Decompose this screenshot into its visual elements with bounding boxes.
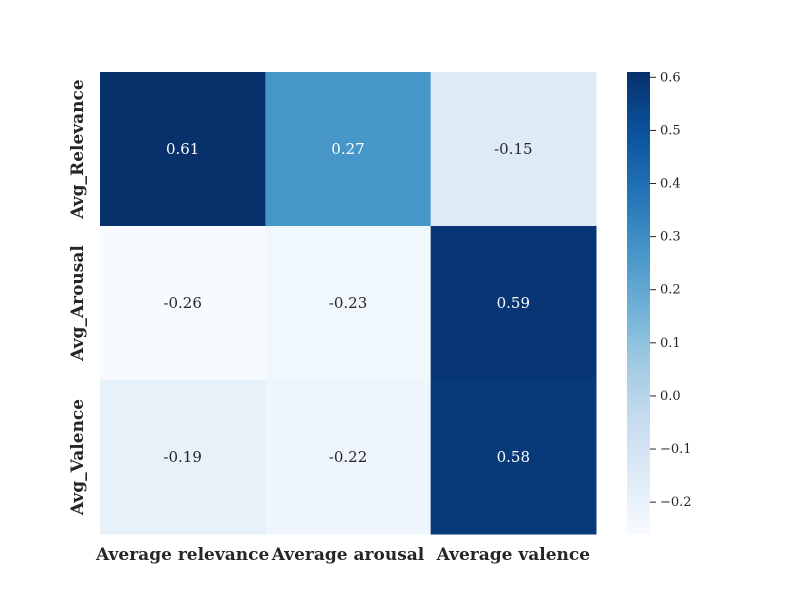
y-tick-label-1: Avg_Arousal bbox=[68, 245, 88, 362]
y-tick-label-2: Avg_Valence bbox=[68, 399, 88, 516]
cell-annotation-1-1: -0.23 bbox=[329, 294, 367, 312]
heatmap-cell-0-1 bbox=[265, 72, 432, 227]
colorbar: −0.2 −0.1 0.0 0.1 0.2 0.3 0.4 0.5 0.6 bbox=[627, 70, 692, 534]
colorbar-tick-label-6: 0.4 bbox=[660, 177, 681, 192]
heatmap-cell-2-0 bbox=[100, 380, 266, 535]
y-tick-label-0: Avg_Relevance bbox=[68, 79, 88, 220]
cell-annotation-0-2: -0.15 bbox=[494, 140, 532, 158]
colorbar-tick-label-7: 0.5 bbox=[660, 123, 681, 138]
heatmap-cell-0-2 bbox=[430, 72, 597, 227]
cell-annotation-1-0: -0.26 bbox=[163, 294, 201, 312]
colorbar-tick-label-8: 0.6 bbox=[660, 70, 681, 85]
cell-annotation-2-0: -0.19 bbox=[163, 448, 201, 466]
heatmap-cell-1-1 bbox=[265, 226, 432, 381]
heatmap-cell-1-0 bbox=[100, 226, 266, 381]
colorbar-tick-label-3: 0.1 bbox=[660, 336, 681, 351]
heatmap-cells bbox=[100, 72, 597, 535]
x-tick-label-2: Average valence bbox=[436, 545, 591, 565]
x-tick-label-1: Average arousal bbox=[271, 545, 425, 565]
colorbar-tick-label-2: 0.0 bbox=[660, 389, 681, 404]
heatmap-cell-1-2 bbox=[430, 226, 597, 381]
colorbar-tick-label-0: −0.2 bbox=[660, 495, 692, 510]
y-tick-labels: Avg_Relevance Avg_Arousal Avg_Valence bbox=[68, 79, 88, 516]
cell-annotation-1-2: 0.59 bbox=[497, 294, 530, 312]
cell-annotation-0-1: 0.27 bbox=[331, 140, 364, 158]
cell-annotation-2-1: -0.22 bbox=[329, 448, 367, 466]
heatmap-cell-2-2 bbox=[430, 380, 597, 535]
heatmap-cell-2-1 bbox=[265, 380, 432, 535]
x-tick-labels: Average relevance Average arousal Average … bbox=[95, 545, 590, 565]
colorbar-tick-label-4: 0.2 bbox=[660, 283, 681, 298]
cell-annotation-0-0: 0.61 bbox=[166, 140, 199, 158]
colorbar-tick-label-5: 0.3 bbox=[660, 230, 681, 245]
colorbar-gradient bbox=[627, 72, 650, 534]
colorbar-tick-label-1: −0.1 bbox=[660, 442, 692, 457]
cell-annotation-2-2: 0.58 bbox=[497, 448, 530, 466]
cell-annotations: 0.61 0.27 -0.15 -0.26 -0.23 0.59 -0.19 -0.22 0.5… bbox=[163, 140, 532, 466]
x-tick-label-0: Average relevance bbox=[95, 545, 269, 565]
heatmap-cell-0-0 bbox=[100, 72, 266, 227]
